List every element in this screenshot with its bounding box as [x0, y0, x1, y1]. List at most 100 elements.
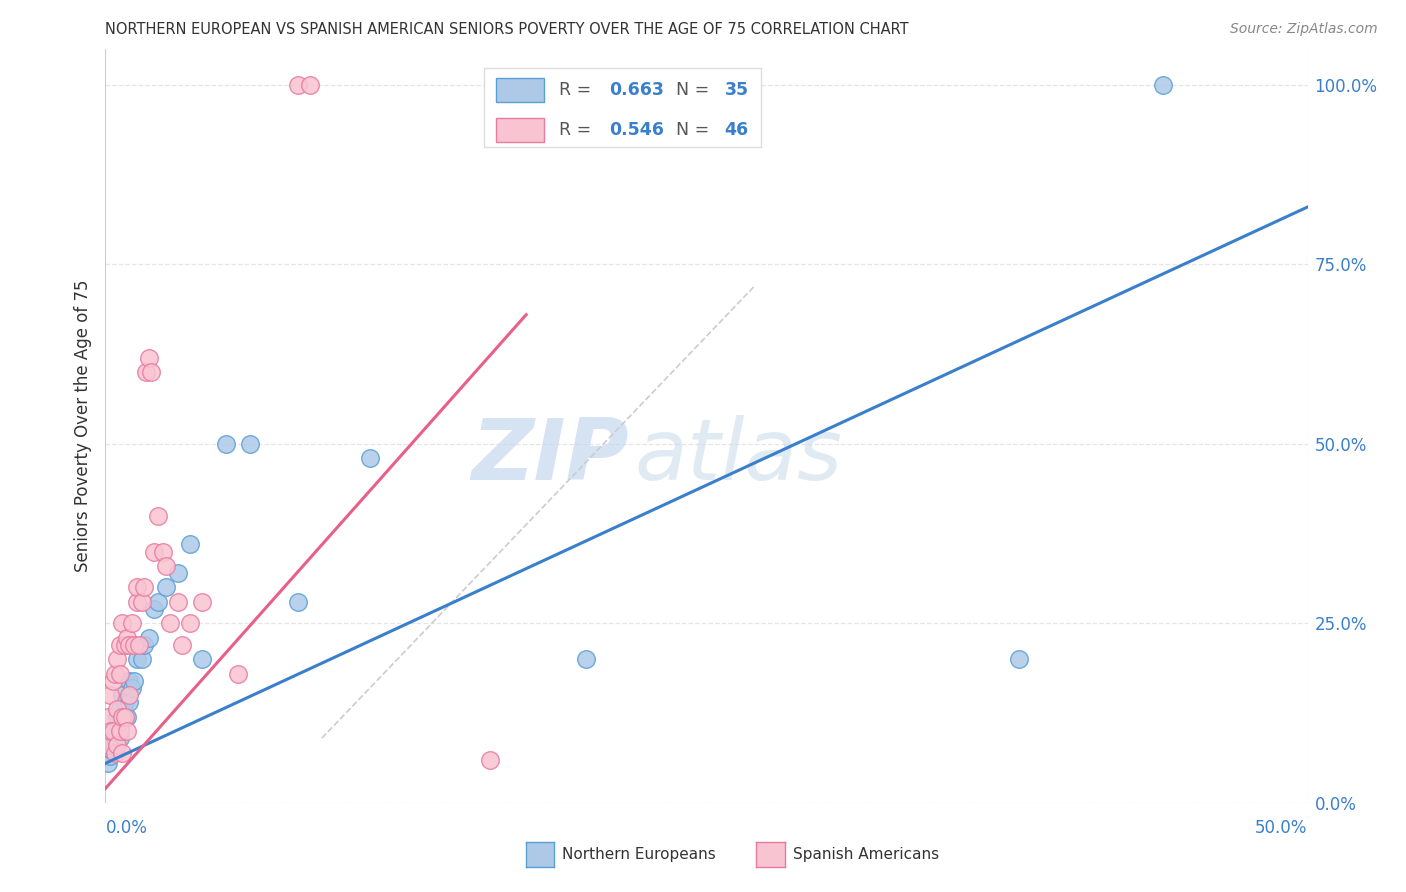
Point: [97, 709, 120, 723]
Point: [190, 595, 212, 609]
FancyBboxPatch shape: [496, 78, 544, 102]
Point: [166, 566, 188, 580]
Point: [121, 681, 143, 695]
Point: [1008, 652, 1031, 666]
Point: [111, 709, 134, 723]
Text: R =: R =: [558, 81, 596, 99]
Point: [159, 616, 181, 631]
Point: [131, 652, 153, 666]
Point: [107, 702, 129, 716]
Point: [125, 581, 148, 595]
Point: [98, 724, 121, 739]
Point: [108, 702, 131, 716]
Text: 0.663: 0.663: [609, 81, 664, 99]
Text: 35: 35: [724, 81, 748, 99]
Point: [142, 602, 165, 616]
Point: [108, 638, 131, 652]
Point: [104, 666, 127, 681]
Point: [132, 581, 155, 595]
Point: [104, 731, 127, 746]
Point: [107, 724, 129, 739]
Point: [575, 652, 598, 666]
Text: ZIP: ZIP: [471, 415, 628, 498]
Point: [107, 709, 129, 723]
Point: [111, 709, 134, 723]
Point: [115, 724, 138, 739]
Point: [118, 673, 141, 688]
Point: [114, 709, 136, 723]
Point: [359, 451, 381, 466]
Point: [155, 581, 177, 595]
Point: [115, 709, 138, 723]
Point: [139, 365, 162, 379]
Point: [97, 756, 120, 771]
Point: [101, 739, 124, 753]
Point: [287, 595, 309, 609]
Point: [298, 78, 321, 92]
Point: [111, 616, 134, 631]
Point: [104, 724, 127, 739]
Point: [118, 695, 141, 709]
Text: atlas: atlas: [634, 415, 842, 498]
Point: [114, 695, 136, 709]
Point: [124, 638, 146, 652]
Point: [115, 631, 138, 645]
Point: [148, 595, 170, 609]
Point: [132, 638, 155, 652]
Point: [155, 558, 177, 573]
Point: [148, 508, 170, 523]
Point: [128, 638, 150, 652]
Point: [107, 652, 129, 666]
Text: Northern Europeans: Northern Europeans: [562, 847, 716, 862]
FancyBboxPatch shape: [484, 68, 761, 147]
Point: [138, 631, 160, 645]
Point: [190, 652, 212, 666]
FancyBboxPatch shape: [496, 118, 544, 142]
Point: [214, 437, 236, 451]
Text: N =: N =: [676, 81, 716, 99]
Point: [172, 638, 194, 652]
Point: [101, 724, 124, 739]
Point: [239, 437, 262, 451]
Point: [108, 666, 131, 681]
Point: [118, 688, 141, 702]
Point: [166, 595, 188, 609]
Point: [124, 673, 146, 688]
Point: [479, 753, 502, 767]
Text: N =: N =: [676, 120, 716, 138]
Point: [104, 746, 127, 760]
Point: [114, 638, 136, 652]
Point: [101, 673, 124, 688]
Text: Spanish Americans: Spanish Americans: [793, 847, 939, 862]
Point: [98, 742, 121, 756]
Point: [97, 739, 120, 753]
Point: [121, 616, 143, 631]
Point: [138, 351, 160, 365]
Y-axis label: Seniors Poverty Over the Age of 75: Seniors Poverty Over the Age of 75: [73, 280, 91, 572]
Text: R =: R =: [558, 120, 596, 138]
Point: [287, 78, 309, 92]
Point: [111, 688, 134, 702]
Point: [125, 652, 148, 666]
Text: 0.0%: 0.0%: [105, 819, 148, 837]
Point: [125, 595, 148, 609]
Point: [135, 365, 157, 379]
Text: 0.546: 0.546: [609, 120, 664, 138]
Point: [226, 666, 249, 681]
Point: [118, 638, 141, 652]
Text: NORTHERN EUROPEAN VS SPANISH AMERICAN SENIORS POVERTY OVER THE AGE OF 75 CORRELA: NORTHERN EUROPEAN VS SPANISH AMERICAN SE…: [105, 22, 910, 37]
Point: [111, 746, 134, 760]
Text: 50.0%: 50.0%: [1256, 819, 1308, 837]
Point: [98, 749, 121, 764]
Point: [108, 731, 131, 746]
Point: [142, 544, 165, 558]
Point: [131, 595, 153, 609]
Point: [107, 739, 129, 753]
Point: [179, 537, 201, 551]
Point: [1152, 78, 1174, 92]
Text: 46: 46: [724, 120, 748, 138]
Point: [179, 616, 201, 631]
Point: [98, 688, 121, 702]
Point: [108, 724, 131, 739]
Text: Source: ZipAtlas.com: Source: ZipAtlas.com: [1230, 22, 1378, 37]
